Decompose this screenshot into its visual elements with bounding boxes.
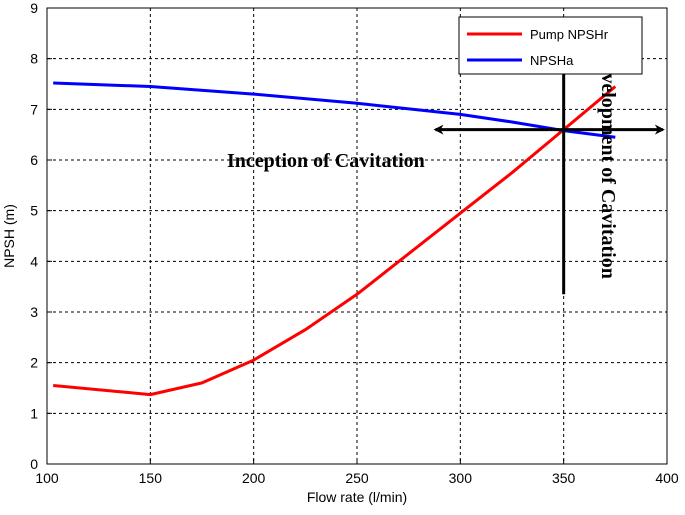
- x-axis-label: Flow rate (l/min): [307, 489, 407, 505]
- tick-labels: 100 150 200 250 300 350 400 0 1 2 3 4 5 6 7 8 9: [30, 0, 679, 486]
- y-tick-label: 4: [30, 253, 38, 269]
- y-tick-label: 8: [30, 51, 38, 67]
- annotation-development: Development of Cavitation: [597, 50, 619, 279]
- series-line-pump-npshr: [53, 85, 617, 397]
- y-tick-label: 0: [30, 456, 38, 472]
- legend-label: NPSHa: [530, 53, 574, 68]
- x-tick-label: 100: [35, 470, 59, 486]
- annotation-inception: Inception of Cavitation: [227, 150, 425, 172]
- x-tick-label: 250: [345, 470, 369, 486]
- annotations: Inception of Cavitation Development of Ca…: [227, 50, 665, 295]
- x-tick-label: 350: [552, 470, 576, 486]
- legend-label: Pump NPSHr: [530, 27, 609, 42]
- legend: Pump NPSHr NPSHa: [458, 16, 643, 75]
- grid: [46, 7, 668, 465]
- x-tick-label: 400: [655, 470, 679, 486]
- plot-frame: [46, 7, 668, 465]
- y-tick-label: 3: [30, 304, 38, 320]
- y-axis-label: NPSH (m): [1, 204, 17, 268]
- x-tick-label: 200: [242, 470, 266, 486]
- y-tick-label: 7: [30, 101, 38, 117]
- y-tick-label: 5: [30, 203, 38, 219]
- y-tick-label: 9: [30, 0, 38, 16]
- y-tick-label: 1: [30, 405, 38, 421]
- y-tick-label: 6: [30, 152, 38, 168]
- y-tick-label: 2: [30, 355, 38, 371]
- legend-box: [458, 16, 643, 75]
- x-tick-label: 150: [139, 470, 163, 486]
- x-tick-label: 300: [449, 470, 473, 486]
